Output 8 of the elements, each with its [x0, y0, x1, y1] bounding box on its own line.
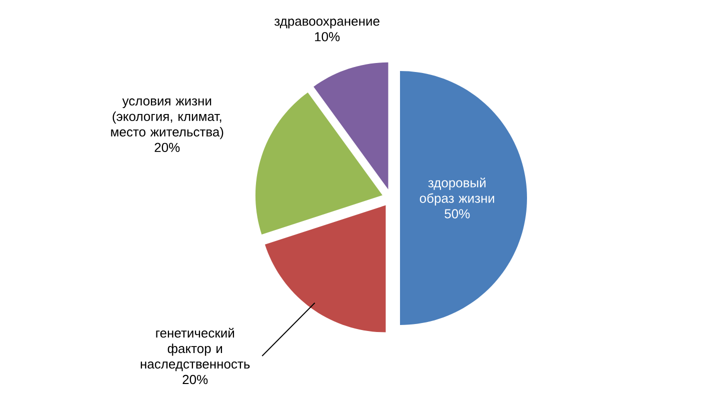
slice-label: здравоохранение	[274, 18, 380, 28]
data-label: 50%	[444, 209, 470, 218]
slice-label: генетический фактор и наследственность	[140, 328, 250, 372]
slice-label: условия жизни (экология, климат, место жительства)	[111, 98, 224, 140]
data-label: 20%	[154, 142, 180, 152]
slice-label: здоровый образ жизни	[420, 178, 494, 206]
data-label: 20%	[182, 374, 208, 384]
data-label: 10%	[315, 32, 340, 42]
